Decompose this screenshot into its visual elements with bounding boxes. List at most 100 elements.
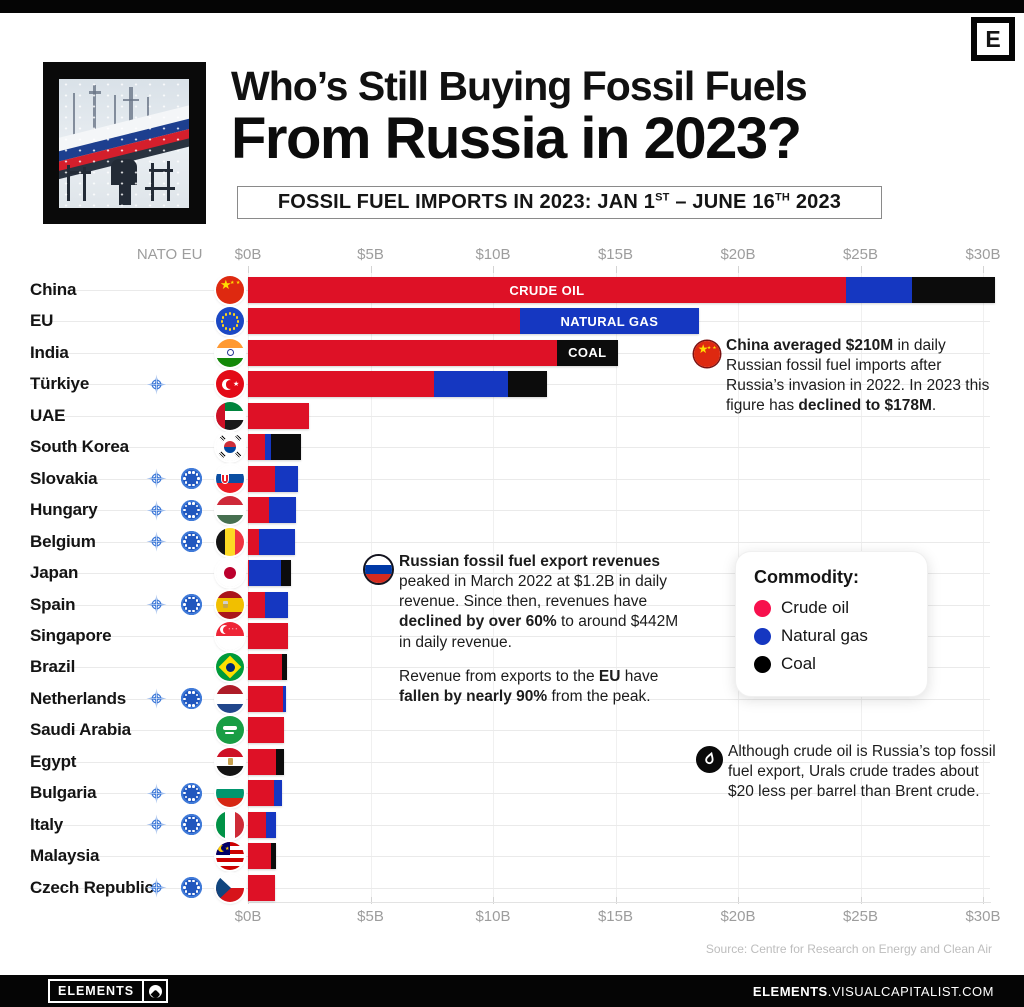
flag-stripe	[234, 810, 244, 839]
axis-tick-mark-bottom	[370, 897, 372, 904]
axis-tick-label-bottom: $25B	[842, 908, 879, 925]
bar-segment-crude: CRUDE OIL	[248, 277, 846, 303]
annotation-text-china: China averaged $210M in daily Russian fo…	[726, 337, 990, 415]
flag-emblem	[232, 313, 236, 316]
pipeline-photo	[59, 79, 189, 208]
eu-badge-star	[195, 882, 199, 885]
country-label: Malaysia	[30, 846, 100, 866]
flag-stripe	[365, 564, 392, 574]
eu-badge-star	[184, 512, 188, 516]
eu-badge-star	[195, 827, 199, 830]
country-label: Czech Republic	[30, 877, 154, 897]
axis-tick-mark-bottom	[493, 897, 494, 904]
flag-emblem: ★ ★	[230, 280, 241, 286]
country-label: Japan	[30, 563, 79, 583]
eu-badge-star	[183, 508, 186, 512]
bar-segment-crude	[248, 465, 275, 492]
bar-segment-crude	[248, 717, 284, 744]
country-label: Slovakia	[30, 468, 98, 488]
eu-badge-star	[195, 795, 199, 799]
country-flag-icon	[216, 873, 244, 902]
chart-title-line2: From Russia in 2023?	[231, 106, 802, 171]
nato-badge-icon	[146, 500, 167, 521]
row-guide-line	[30, 856, 990, 858]
eu-badge-star	[195, 701, 199, 705]
flag-stripe	[694, 341, 720, 367]
eu-badge-star	[195, 819, 199, 822]
nato-badge-icon	[146, 374, 167, 395]
axis-tick-mark-bottom	[860, 897, 862, 904]
bar-segment-coal: COAL	[556, 339, 618, 366]
flag-emblem	[216, 401, 225, 430]
eu-badge-star	[188, 533, 191, 537]
country-flag-icon	[216, 653, 244, 682]
top-border-strip	[0, 0, 1024, 13]
bar-segment-crude	[248, 843, 272, 870]
eu-badge-star	[192, 533, 195, 537]
bar-segment-coal	[507, 371, 547, 398]
eu-badge-icon	[181, 468, 202, 490]
flag-emblem	[223, 726, 237, 730]
eu-badge-star	[184, 795, 188, 799]
bar-segment-gas	[268, 497, 296, 524]
flag-emblem	[224, 313, 228, 316]
row-netherlands: Netherlands	[0, 684, 1024, 713]
country-label: India	[30, 342, 69, 362]
flag-stripe	[216, 846, 244, 851]
eu-badge-star	[188, 515, 191, 518]
eu-badge-star	[188, 829, 191, 833]
eu-badge-star	[195, 599, 199, 602]
row-eu: EU NATURAL GAS	[0, 307, 1024, 336]
row-guide-line	[30, 730, 990, 732]
eu-badge-star	[183, 603, 186, 606]
flag-stripe	[216, 842, 244, 847]
legend-color-dot	[754, 655, 771, 673]
flag-emblem	[225, 662, 235, 672]
country-label: Italy	[30, 814, 64, 834]
eu-badge-star	[188, 704, 191, 707]
legend-color-dot	[754, 627, 771, 645]
bar-segment-coal	[271, 434, 301, 461]
eu-badge-icon	[181, 594, 202, 615]
row-guide-line	[30, 573, 990, 575]
bar-segment-gas	[274, 465, 299, 492]
bar-segment-coal	[282, 654, 288, 681]
bar-segment-crude	[248, 371, 435, 398]
nato-badge-icon	[146, 531, 167, 552]
axis-tick-mark-top	[493, 266, 494, 273]
flag-stripe	[225, 527, 235, 556]
bar-segment-crude	[248, 874, 275, 901]
legend-title: Commodity:	[754, 567, 859, 587]
flag-emblem: ⋆⋆⋆	[228, 625, 239, 631]
axis-tick-mark-bottom	[615, 897, 617, 904]
flag-emblem	[225, 380, 234, 389]
flag-stripe	[216, 694, 244, 704]
row-spain: Spain	[0, 590, 1024, 619]
country-flag-icon: ★	[216, 370, 244, 399]
country-label: Bulgaria	[30, 783, 97, 803]
row-guide-line	[30, 635, 990, 637]
eu-badge-star	[184, 693, 188, 697]
country-flag-icon	[216, 527, 244, 556]
flag-stripe	[234, 527, 244, 556]
bar-segment-gas	[434, 371, 508, 398]
country-flag-icon: ★ ★ ★	[216, 276, 244, 304]
stacked-bar	[248, 434, 301, 461]
bar-segment-gas	[266, 811, 277, 838]
bar-segment-crude	[248, 654, 283, 681]
row-guide-line	[30, 698, 990, 700]
country-label: Singapore	[30, 625, 112, 645]
stacked-bar	[248, 843, 277, 870]
flag-stripe	[216, 611, 244, 619]
bar-segment-crude	[248, 748, 277, 775]
eu-badge-star	[188, 502, 191, 505]
flag-stripe	[216, 766, 244, 776]
eu-badge-star	[195, 512, 199, 516]
country-flag-icon	[216, 590, 244, 619]
flag-emblem	[224, 474, 226, 481]
flag-stripe	[365, 573, 392, 583]
stacked-bar: COAL	[248, 339, 618, 366]
eu-badge-star	[183, 540, 186, 543]
flag-emblem: ★ ★	[707, 344, 717, 350]
axis-baseline	[248, 902, 991, 903]
